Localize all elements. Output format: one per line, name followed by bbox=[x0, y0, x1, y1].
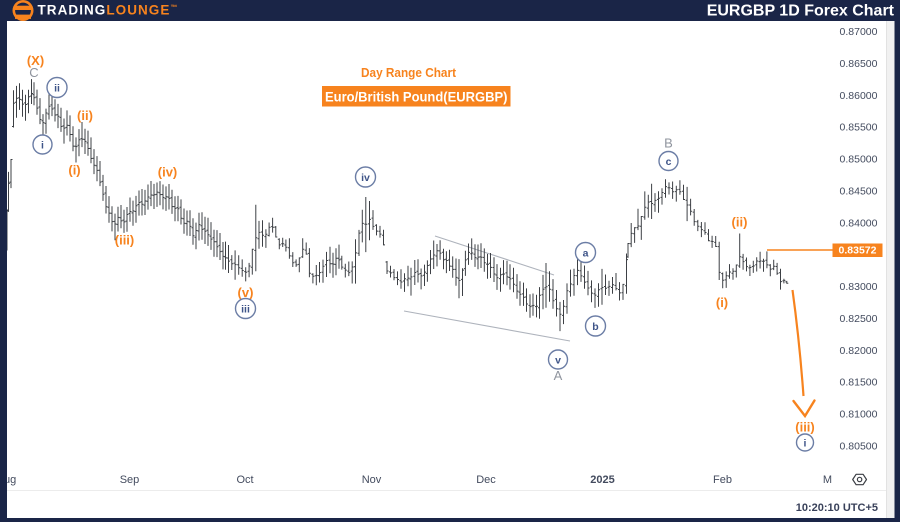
svg-text:0.81500: 0.81500 bbox=[840, 377, 878, 389]
svg-text:(ii): (ii) bbox=[732, 215, 748, 230]
svg-text:2025: 2025 bbox=[590, 474, 614, 486]
svg-text:a: a bbox=[583, 247, 589, 259]
svg-text:c: c bbox=[666, 156, 672, 168]
svg-text:iv: iv bbox=[361, 172, 370, 184]
svg-text:0.84500: 0.84500 bbox=[840, 186, 878, 198]
svg-text:Sep: Sep bbox=[120, 474, 140, 486]
svg-text:0.83000: 0.83000 bbox=[840, 281, 878, 293]
svg-text:0.85500: 0.85500 bbox=[840, 122, 878, 134]
svg-text:0.85000: 0.85000 bbox=[840, 154, 878, 166]
svg-text:Euro/British Pound(EURGBP): Euro/British Pound(EURGBP) bbox=[325, 89, 508, 105]
svg-text:(v): (v) bbox=[238, 285, 254, 300]
svg-text:0.86000: 0.86000 bbox=[840, 90, 878, 102]
svg-text:0.86500: 0.86500 bbox=[840, 58, 878, 70]
svg-text:i: i bbox=[804, 437, 807, 449]
svg-text:Oct: Oct bbox=[236, 474, 253, 486]
svg-text:0.83572: 0.83572 bbox=[839, 245, 877, 257]
svg-text:Day Range Chart: Day Range Chart bbox=[361, 65, 457, 80]
svg-text:EURGBP 1D Forex Chart: EURGBP 1D Forex Chart bbox=[707, 3, 895, 20]
svg-text:TRADINGLOUNGE™: TRADINGLOUNGE™ bbox=[38, 3, 179, 18]
svg-text:M: M bbox=[823, 474, 832, 486]
svg-text:0.82000: 0.82000 bbox=[840, 345, 878, 357]
svg-text:10:20:10 UTC+5: 10:20:10 UTC+5 bbox=[796, 502, 878, 514]
svg-text:(i): (i) bbox=[716, 295, 728, 310]
svg-text:C: C bbox=[29, 65, 38, 80]
svg-text:(ii): (ii) bbox=[77, 108, 93, 123]
svg-text:A: A bbox=[554, 368, 563, 383]
svg-text:Feb: Feb bbox=[713, 474, 732, 486]
svg-text:B: B bbox=[664, 136, 673, 151]
svg-text:0.81000: 0.81000 bbox=[840, 409, 878, 421]
svg-text:iii: iii bbox=[241, 303, 250, 315]
svg-text:(i): (i) bbox=[68, 163, 80, 178]
svg-text:0.84000: 0.84000 bbox=[840, 217, 878, 229]
svg-text:Nov: Nov bbox=[362, 474, 382, 486]
svg-text:0.80500: 0.80500 bbox=[840, 440, 878, 452]
svg-text:v: v bbox=[555, 354, 561, 366]
svg-text:b: b bbox=[592, 321, 598, 333]
svg-text:(X): (X) bbox=[27, 53, 44, 68]
svg-text:0.82500: 0.82500 bbox=[840, 313, 878, 325]
svg-text:(iii): (iii) bbox=[795, 420, 815, 435]
svg-text:(iv): (iv) bbox=[158, 165, 178, 180]
svg-text:i: i bbox=[41, 139, 44, 151]
svg-text:ii: ii bbox=[54, 82, 60, 94]
svg-text:(iii): (iii) bbox=[115, 233, 135, 248]
svg-text:0.87000: 0.87000 bbox=[840, 26, 878, 38]
svg-text:Dec: Dec bbox=[476, 474, 496, 486]
